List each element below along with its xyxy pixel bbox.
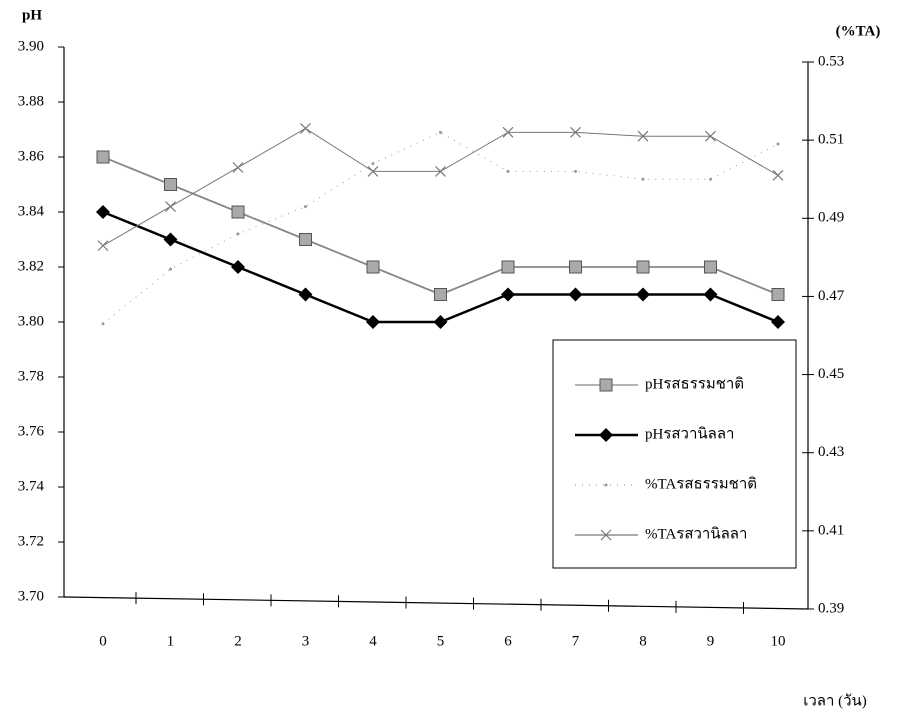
y-tick-label: 3.82 [18,258,44,274]
data-point [574,169,577,173]
legend-marker [599,428,613,442]
x-tick-label: 9 [707,633,715,649]
y2-tick-label: 0.39 [818,600,844,616]
data-point [298,287,313,302]
data-point [772,169,784,181]
data-point [771,288,785,301]
y2-tick-label: 0.51 [818,132,844,148]
data-point [771,315,785,329]
data-point [636,287,650,302]
y2-axis-label: (%TA) [836,23,881,39]
data-point [501,287,515,302]
data-point [568,287,583,302]
x-tick-label: 6 [504,633,512,649]
data-point [501,260,515,274]
x-tick-label: 2 [234,633,242,649]
y2-tick-label: 0.53 [818,53,844,69]
y2-tick-label: 0.49 [818,210,844,226]
data-point [704,260,717,274]
legend-label: pHรสธรรมชาติ [645,375,744,392]
data-point [502,126,514,138]
legend-box [552,339,797,569]
y-tick-label: 3.84 [18,203,45,219]
data-point [366,260,380,274]
x-tick-label: 7 [572,633,580,649]
series-line [102,127,779,247]
y2-tick-label: 0.43 [818,444,844,460]
data-point [101,322,105,326]
data-point [231,205,245,219]
data-point [96,150,110,164]
data-point [236,232,240,236]
data-point [703,287,718,302]
legend-marker [599,378,613,392]
data-point [366,315,380,329]
data-point [169,267,172,271]
data-point [300,122,311,134]
x-tick-label: 5 [437,633,445,649]
y2-tick-label: 0.41 [818,522,844,538]
data-point [709,177,712,181]
data-point [371,162,375,166]
data-point [434,288,447,301]
legend-label: %TAรสธรรมชาติ [645,475,757,492]
y-tick-label: 3.86 [18,148,45,164]
legend-label: pHรสวานิลลา [645,425,734,442]
data-point [641,177,645,181]
data-point [164,178,177,191]
y-tick-label: 3.74 [18,478,45,494]
legend-marker [604,483,608,487]
series-line [102,156,779,296]
legend-label: %TAรสวานิลลา [645,525,747,542]
x-tick-label: 4 [369,633,377,649]
y-tick-label: 3.78 [18,368,44,384]
data-point [232,162,244,173]
data-point [96,205,110,219]
x-axis [63,596,809,610]
data-point [304,205,307,209]
data-point [705,130,716,142]
y2-tick-label: 0.47 [818,288,845,304]
data-point [637,130,649,142]
data-point [439,130,442,134]
x-tick-label: 3 [302,633,310,649]
data-point [435,165,446,177]
legend-marker [600,529,612,541]
data-point [570,126,581,138]
data-point [636,260,650,274]
y-tick-label: 3.72 [18,533,44,549]
x-axis-label: เวลา (วัน) [803,693,867,709]
data-point [299,233,312,246]
data-point [569,260,582,274]
data-point [776,142,780,146]
y-tick-label: 3.90 [18,38,44,54]
data-point [433,315,448,329]
data-point [367,165,379,177]
x-tick-label: 8 [639,633,647,649]
x-tick-label: 1 [167,633,175,649]
data-point [506,169,510,173]
data-point [231,260,245,274]
y-tick-label: 3.80 [18,313,44,329]
x-tick-label: 10 [771,633,786,649]
y-tick-label: 3.76 [18,423,45,439]
x-tick-label: 0 [99,633,107,649]
data-point [165,201,176,212]
data-point [97,240,109,252]
data-point [163,232,178,247]
y2-tick-label: 0.45 [818,366,844,382]
y-axis-label: pH [22,7,42,23]
y-tick-label: 3.70 [18,588,44,604]
y-tick-label: 3.88 [18,93,44,109]
